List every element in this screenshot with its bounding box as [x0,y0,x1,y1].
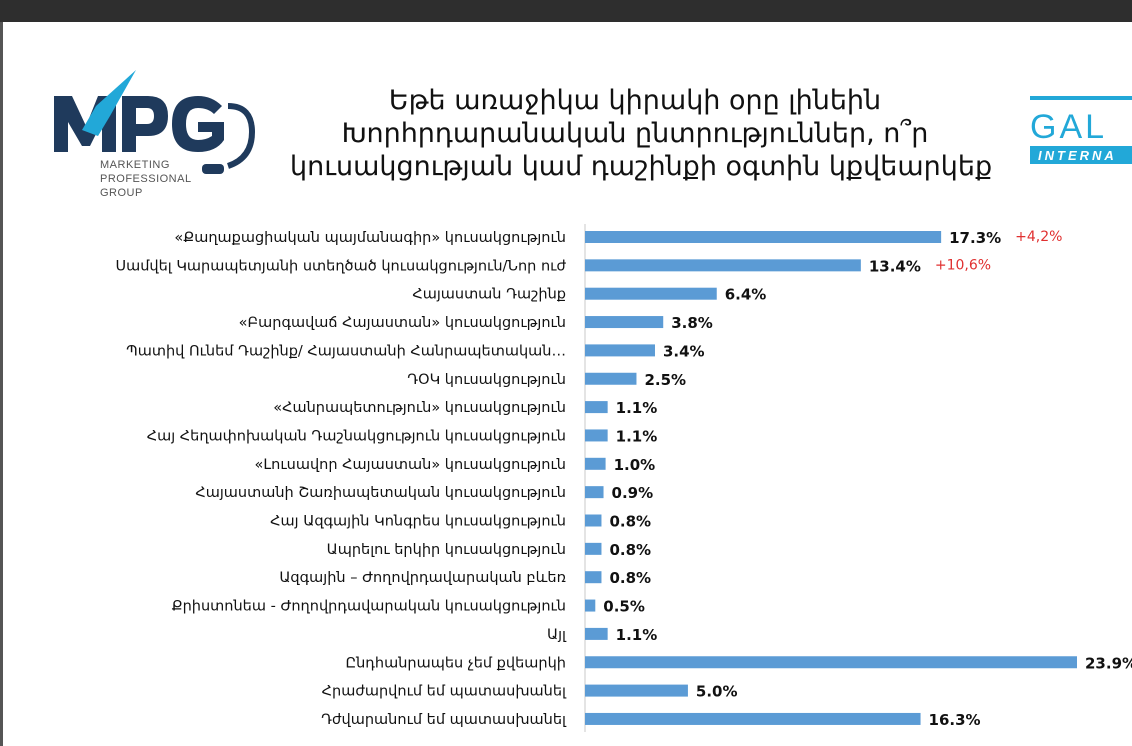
value-label: 3.8% [671,314,713,332]
gallup-logo: GAL INTERNA [1026,92,1132,166]
category-label: Հայ Հեղափոխական Դաշնակցություն կուսակցու… [147,428,566,444]
bar [585,656,1077,669]
bar [585,259,861,272]
category-label: Հրաժարվում եմ պատասխանել [322,684,567,700]
category-labels: «Քաղաքացիական պայմանագիր» կուսակցություն… [115,230,567,728]
category-label: Քրիստոնեա - Ժողովրդավարական կուսակցությո… [172,599,566,615]
bar [585,486,604,499]
bar [585,542,602,555]
value-label: 13.4% [869,257,921,275]
chart-title: Եթե առաջիկա կիրակի օրը լինեին Խորհրդարան… [290,84,993,183]
top-bar [0,0,1132,22]
gallup-logo-graphic: GAL INTERNA [1030,96,1132,164]
value-labels: 17.3% 13.4% 6.4% 3.8% 3.4% 2.5% 1.1% 1.1% 1.0% 0.… [603,229,1132,729]
value-label: 16.3% [929,711,981,729]
value-label: 23.9% [1085,654,1132,672]
value-label: 5.0% [696,683,738,701]
category-label: Ապրելու երկիր կուսակցություն [327,542,566,558]
bars [585,231,1077,725]
category-label: «Լուսավոր Հայաստան» կուսակցություն [255,457,566,473]
bar [585,514,602,527]
value-label: 0.8% [609,541,651,559]
bar [585,627,608,640]
value-label: 0.8% [609,569,651,587]
category-label: Պատիվ Ունեմ Դաշինք/ Հայաստանի Հանրապետակ… [126,343,566,359]
value-label: 1.0% [614,456,656,474]
change-annotation: +10,6% [935,257,991,273]
title-line-3: կուսակցության կամ դաշինքի օգտին կքվեարկե… [290,151,993,182]
title-line-1: Եթե առաջիկա կիրակի օրը լինեին [388,85,882,116]
left-border [0,22,3,746]
value-label: 0.9% [612,484,654,502]
mpg-logo: MARKETING PROFESSIONAL GROUP [52,66,262,206]
category-label: «Քաղաքացիական պայմանագիր» կուսակցություն [174,230,566,246]
bar [585,684,688,697]
mpg-subtitle-line-3: GROUP [100,187,143,199]
category-label: Հայաստանի Շառիապետական կուսակցություն [195,485,566,501]
value-label: 1.1% [616,427,658,445]
bar [585,316,664,329]
bar [585,429,608,442]
category-label: ԴՕԿ կուսակցություն [407,372,566,388]
mpg-subtitle-line-1: MARKETING [100,159,170,171]
value-label: 2.5% [644,371,686,389]
gallup-logo-name: GAL [1030,108,1107,146]
bar [585,401,608,414]
gallup-logo-subtitle: INTERNA [1038,148,1117,163]
category-label: Հայ Ազգային Կոնգրես կուսակցություն [270,514,566,530]
category-label: «Բարգավաճ Հայաստան» կուսակցություն [239,315,566,331]
bar [585,571,602,584]
title-line-2: Խորհրդարանական ընտրություններ, ո՞ր [341,118,929,149]
value-label: 6.4% [725,286,767,304]
value-label: 0.5% [603,598,645,616]
category-label: Սամվել Կարապետյանի ստեղծած կուսակցությու… [115,258,566,274]
category-label: Ընդհանրապես չեմ քվեարկի [345,655,566,671]
bar [585,712,921,725]
bar [585,599,596,612]
mpg-subtitle-line-2: PROFESSIONAL [100,173,192,185]
category-label: Դժվարանում եմ պատասխանել [321,712,567,728]
bar [585,287,717,300]
bar [585,457,606,470]
value-label: 3.4% [663,342,705,360]
mpg-logo-graphic: MARKETING PROFESSIONAL GROUP [54,70,256,199]
bar [585,372,637,385]
bar [585,344,655,357]
value-label: 0.8% [609,513,651,531]
category-label: «Հանրապետություն» կուսակցություն [273,400,566,416]
category-label: Ազգային – Ժողովրդավարական բևեռ [279,570,566,586]
value-label: 1.1% [616,399,658,417]
category-label: Այլ [547,627,567,643]
value-label: 17.3% [949,229,1001,247]
category-label: Հայաստան Դաշինք [412,287,566,303]
bar [585,231,942,243]
value-label: 1.1% [616,626,658,644]
change-annotation: +4,2% [1015,229,1062,245]
change-annotations: +4,2% +10,6% [935,229,1063,273]
